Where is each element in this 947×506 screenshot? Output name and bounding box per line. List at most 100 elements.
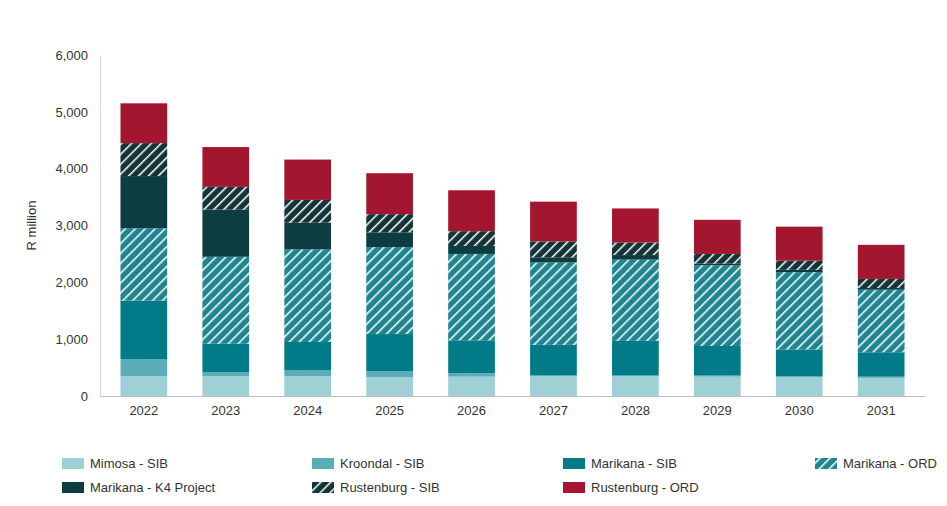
bar bbox=[612, 341, 659, 375]
bar bbox=[694, 264, 741, 266]
bar bbox=[858, 377, 905, 378]
y-tick: 3,000 bbox=[55, 218, 100, 233]
bar bbox=[776, 272, 823, 349]
bar bbox=[858, 378, 905, 396]
y-tick: 0 bbox=[81, 389, 100, 404]
y-tick: 2,000 bbox=[55, 275, 100, 290]
x-tick-label: 2031 bbox=[867, 403, 896, 418]
bar bbox=[202, 257, 249, 344]
bar bbox=[612, 376, 659, 396]
bar bbox=[448, 254, 495, 340]
series bbox=[120, 376, 904, 396]
y-axis: 01,0002,0003,0004,0005,0006,000 bbox=[55, 48, 100, 404]
x-tick-label: 2024 bbox=[293, 403, 322, 418]
series bbox=[120, 143, 904, 288]
chart: 01,0002,0003,0004,0005,0006,000202220232… bbox=[0, 0, 947, 506]
bar bbox=[284, 342, 331, 370]
bar bbox=[284, 249, 331, 342]
bar bbox=[694, 346, 741, 376]
bar bbox=[694, 254, 741, 264]
y-tick-label: 2,000 bbox=[55, 275, 88, 290]
bar bbox=[776, 376, 823, 377]
bar bbox=[120, 143, 167, 176]
legend-label: Marikana - SIB bbox=[591, 456, 677, 471]
bar bbox=[448, 190, 495, 231]
x-tick: 2022 bbox=[129, 396, 158, 418]
legend-item: Marikana - ORD bbox=[815, 456, 937, 471]
bar bbox=[858, 279, 905, 288]
bar bbox=[612, 255, 659, 260]
bar bbox=[694, 265, 741, 346]
x-tick: 2023 bbox=[211, 396, 240, 418]
bar bbox=[776, 349, 823, 376]
legend-item: Marikana - SIB bbox=[563, 456, 677, 471]
bar bbox=[202, 147, 249, 187]
bar bbox=[448, 377, 495, 396]
y-tick: 6,000 bbox=[55, 48, 100, 63]
bar bbox=[284, 200, 331, 223]
bar bbox=[448, 231, 495, 246]
bar bbox=[530, 345, 577, 375]
legend-swatch bbox=[312, 482, 334, 493]
legend-swatch bbox=[563, 458, 585, 469]
bar bbox=[448, 340, 495, 373]
bar bbox=[530, 257, 577, 262]
bar bbox=[120, 376, 167, 396]
x-tick: 2027 bbox=[539, 396, 568, 418]
bar bbox=[530, 241, 577, 257]
bar bbox=[776, 227, 823, 261]
bar bbox=[202, 372, 249, 376]
legend-item: Rustenburg - ORD bbox=[563, 480, 699, 495]
bar bbox=[776, 261, 823, 270]
legend-item: Mimosa - SIB bbox=[62, 456, 168, 471]
y-tick-label: 3,000 bbox=[55, 218, 88, 233]
bar bbox=[448, 373, 495, 376]
x-tick: 2030 bbox=[785, 396, 814, 418]
bar bbox=[858, 245, 905, 279]
bar bbox=[120, 176, 167, 228]
y-tick: 5,000 bbox=[55, 104, 100, 119]
legend-swatch bbox=[312, 458, 334, 469]
bar bbox=[694, 376, 741, 377]
bar bbox=[858, 290, 905, 353]
bar bbox=[202, 210, 249, 257]
y-axis-line bbox=[100, 56, 101, 397]
bar bbox=[776, 270, 823, 272]
bar bbox=[530, 376, 577, 396]
bar bbox=[366, 173, 413, 214]
x-tick: 2025 bbox=[375, 396, 404, 418]
bar bbox=[284, 376, 331, 396]
bar bbox=[612, 375, 659, 376]
legend-label: Marikana - ORD bbox=[843, 456, 937, 471]
legend-swatch bbox=[62, 482, 84, 493]
bar bbox=[120, 301, 167, 360]
legend-label: Kroondal - SIB bbox=[340, 456, 425, 471]
bar bbox=[202, 187, 249, 210]
x-tick-label: 2028 bbox=[621, 403, 650, 418]
bar bbox=[366, 232, 413, 247]
bar bbox=[612, 243, 659, 256]
bar bbox=[694, 220, 741, 254]
x-axis: 2022202320242025202620272028202920302031 bbox=[101, 396, 926, 418]
series bbox=[120, 176, 904, 290]
y-axis-title: R million bbox=[24, 201, 39, 251]
legend-label: Rustenburg - SIB bbox=[340, 480, 440, 495]
x-tick-label: 2026 bbox=[457, 403, 486, 418]
series bbox=[120, 103, 904, 279]
x-tick-label: 2025 bbox=[375, 403, 404, 418]
bar bbox=[530, 202, 577, 242]
bar bbox=[530, 262, 577, 344]
legend-swatch bbox=[62, 458, 84, 469]
x-tick-label: 2030 bbox=[785, 403, 814, 418]
y-tick-label: 6,000 bbox=[55, 48, 88, 63]
bar bbox=[612, 260, 659, 341]
bar bbox=[202, 344, 249, 372]
x-tick: 2031 bbox=[867, 396, 896, 418]
bar bbox=[776, 377, 823, 396]
x-axis-line bbox=[101, 396, 926, 397]
plot-area: 01,0002,0003,0004,0005,0006,000202220232… bbox=[55, 48, 925, 419]
y-tick-label: 4,000 bbox=[55, 161, 88, 176]
legend: Mimosa - SIB Kroondal - SIB Marikana - SIB… bbox=[62, 456, 937, 495]
y-tick-label: 5,000 bbox=[55, 104, 88, 119]
legend-item: Kroondal - SIB bbox=[312, 456, 425, 471]
